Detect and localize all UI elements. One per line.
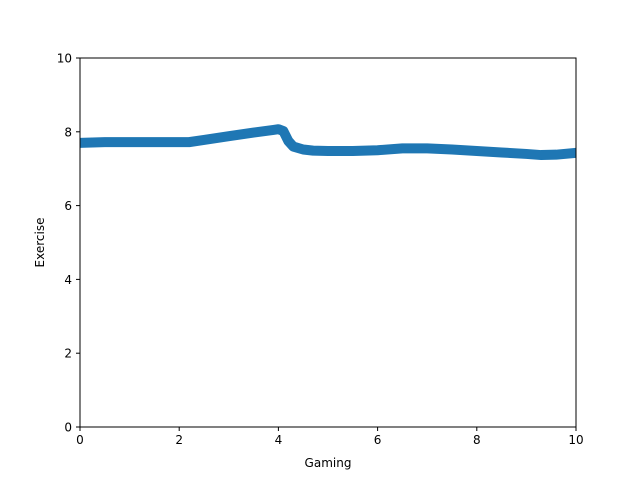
y-axis: 0 2 4 6 8 10 (57, 52, 80, 435)
x-tick-label: 6 (374, 433, 382, 447)
y-tick-label: 4 (64, 273, 72, 287)
y-axis-label: Exercise (33, 218, 47, 268)
x-axis: 0 2 4 6 8 10 (76, 427, 584, 447)
x-tick-label: 2 (175, 433, 183, 447)
x-tick-label: 8 (473, 433, 481, 447)
x-tick-label: 10 (568, 433, 583, 447)
y-tick-label: 0 (64, 421, 72, 435)
y-tick-label: 8 (64, 125, 72, 139)
x-tick-label: 0 (76, 433, 84, 447)
plot-area (80, 124, 576, 161)
series-line-0 (80, 124, 576, 161)
y-tick-label: 2 (64, 347, 72, 361)
x-tick-label: 4 (275, 433, 283, 447)
y-tick-label: 6 (64, 199, 72, 213)
y-tick-label: 10 (57, 52, 72, 66)
x-axis-label: Gaming (305, 456, 352, 470)
plot-frame (79, 57, 577, 428)
